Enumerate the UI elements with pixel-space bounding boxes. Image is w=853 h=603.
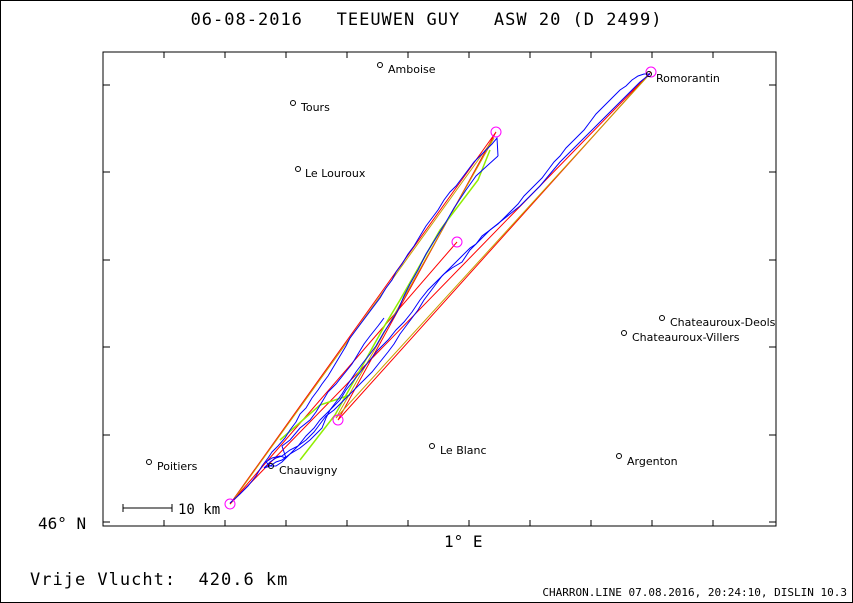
town-marker-chauvigny [268,463,274,469]
y-axis-label: 46° N [38,514,87,533]
town-marker-chateauroux-deols [659,315,665,321]
town-label-chauvigny: Chauvigny [279,464,338,477]
town-marker-le-louroux [295,166,301,172]
towns [146,62,665,469]
x-axis-label: 1° E [444,532,483,551]
turnpoint-3 [332,414,344,426]
town-label-chateauroux-deols: Chateauroux-Deols [670,316,776,329]
town-label-le-blanc: Le Blanc [440,444,487,457]
turnpoint-2 [451,236,463,248]
town-label-poitiers: Poitiers [157,460,198,473]
plot-border [102,51,777,527]
turnpoint-start [224,498,236,510]
town-label-tours: Tours [300,101,330,114]
turnpoint-1 [490,126,502,138]
distance-label: Vrije Vlucht: 420.6 km [30,570,289,590]
flight-track [229,73,651,504]
flight-title: 06-08-2016 TEEUWEN GUY ASW 20 (D 2499) [190,10,663,30]
turnpoint-4 [645,66,657,78]
town-label-le-louroux: Le Louroux [305,167,366,180]
town-marker-chateauroux-villers [621,330,627,336]
town-marker-amboise [377,62,383,68]
town-marker-poitiers [146,459,152,465]
scale-bar-label: 10 km [178,502,220,518]
credit-label: CHARRON.LINE 07.08.2016, 20:24:10, DISLI… [542,586,847,599]
town-label-chateauroux-villers: Chateauroux-Villers [632,331,740,344]
task-lines [229,71,652,505]
town-marker-argenton [616,453,622,459]
scale-bar [122,504,173,512]
leg-lines [279,149,491,461]
town-label-argenton: Argenton [627,455,678,468]
town-marker-romorantin [646,71,652,77]
town-label-amboise: Amboise [388,63,436,76]
axis-ticks [103,52,776,526]
turnpoints [224,66,657,510]
town-label-romorantin: Romorantin [656,72,720,85]
town-marker-le-blanc [429,443,435,449]
town-marker-tours [290,100,296,106]
